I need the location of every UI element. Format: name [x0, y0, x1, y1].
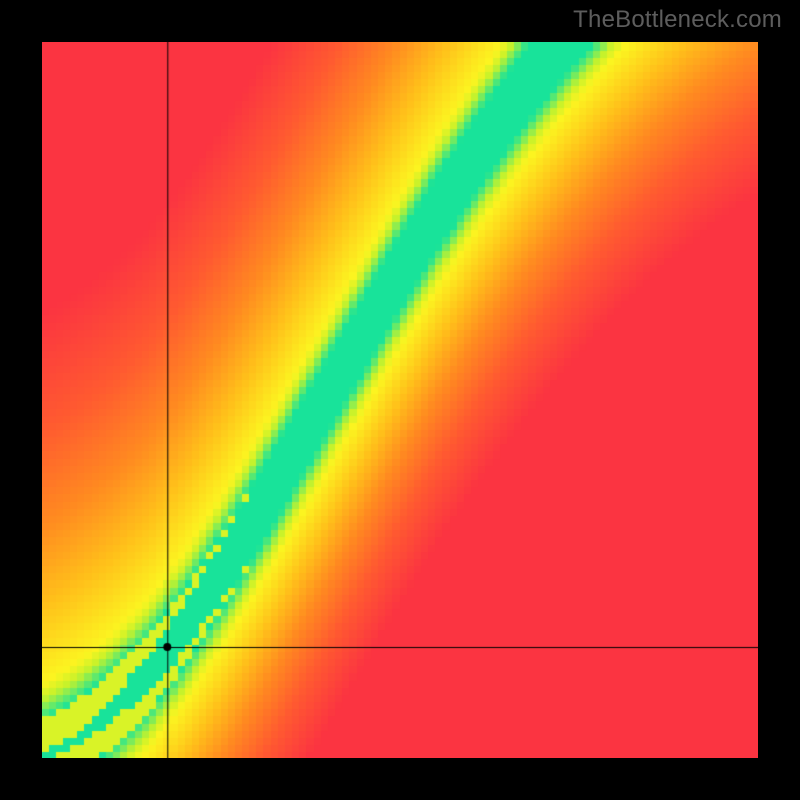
- bottleneck-heatmap: [42, 42, 758, 758]
- watermark-text: TheBottleneck.com: [573, 6, 782, 34]
- chart-container: TheBottleneck.com: [0, 0, 800, 800]
